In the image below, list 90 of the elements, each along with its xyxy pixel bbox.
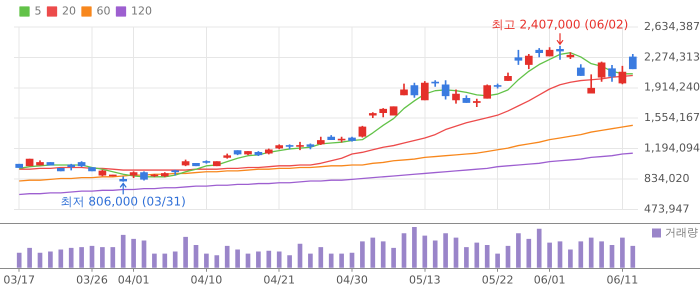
bar <box>224 246 230 268</box>
y-tick-label: 2,634,387 <box>644 20 700 33</box>
bar <box>90 246 94 268</box>
bar <box>547 242 552 268</box>
bar <box>526 238 532 268</box>
bar <box>360 241 365 268</box>
bar <box>298 244 302 268</box>
x-tick-label: 04/21 <box>263 273 296 286</box>
bar <box>256 252 261 268</box>
bar <box>599 241 604 268</box>
bar <box>214 255 220 268</box>
bar <box>131 238 136 268</box>
bar <box>48 252 53 268</box>
bar <box>610 245 614 268</box>
bar <box>568 250 573 268</box>
bar <box>183 236 188 268</box>
y-tick-label: 2,274,313 <box>644 50 700 64</box>
bar <box>58 250 64 268</box>
bar <box>412 227 417 268</box>
bar <box>391 248 396 268</box>
x-tick-label: 05/22 <box>482 273 514 286</box>
candlestick <box>46 162 54 166</box>
bar <box>318 247 324 268</box>
bar <box>495 254 500 268</box>
bar <box>536 228 542 268</box>
bar <box>204 254 209 268</box>
bar <box>235 250 240 268</box>
bar <box>443 233 448 268</box>
annotation: 최저 806,000 (03/31) <box>60 194 186 208</box>
bar <box>339 254 344 268</box>
bar <box>516 233 521 268</box>
candlestick <box>26 158 34 166</box>
bar <box>506 246 510 268</box>
bar <box>276 252 282 268</box>
candlestick <box>88 167 96 172</box>
bar <box>370 238 376 268</box>
x-tick-label: 03/17 <box>3 273 36 286</box>
x-tick-label: 04/10 <box>190 273 222 286</box>
bar <box>578 241 584 268</box>
bar <box>402 233 406 268</box>
legend-label: 5 <box>34 4 42 18</box>
bar <box>454 238 458 268</box>
candlestick <box>494 84 502 88</box>
bar <box>152 254 157 268</box>
bar <box>422 236 428 268</box>
bar <box>432 240 438 268</box>
bar <box>620 238 625 268</box>
x-tick-label: 06/11 <box>606 273 638 286</box>
x-tick-label: 03/26 <box>76 273 108 286</box>
x-tick-label: 06/01 <box>534 273 566 286</box>
y-tick-label: 1,194,094 <box>644 141 700 154</box>
bar <box>474 242 480 268</box>
bar <box>162 254 168 268</box>
legend-label: 120 <box>130 4 152 18</box>
legend-label: 20 <box>62 4 76 18</box>
bar <box>194 245 198 268</box>
bar <box>380 241 386 268</box>
annotation: 최고 2,407,000 (06/02) <box>492 17 628 32</box>
bar <box>110 247 116 268</box>
bar <box>68 248 74 268</box>
bar <box>287 255 292 268</box>
bar <box>27 248 32 268</box>
bar <box>350 252 354 268</box>
bar <box>484 245 490 268</box>
bar <box>464 247 469 268</box>
y-tick-label: 834,020 <box>644 172 690 185</box>
bar <box>328 254 334 268</box>
bar <box>16 252 22 268</box>
bar <box>38 252 42 268</box>
bar <box>588 238 594 268</box>
bar <box>630 246 636 268</box>
bar <box>246 254 250 268</box>
candlestick <box>192 162 200 166</box>
bar <box>558 241 562 268</box>
bar <box>100 247 105 268</box>
candlestick <box>390 106 398 116</box>
x-tick-label: 05/13 <box>408 273 441 286</box>
y-tick-label: 1,914,240 <box>644 80 700 94</box>
y-tick-label: 1,554,167 <box>644 111 700 124</box>
legend-label: 거래량 <box>665 226 698 239</box>
bar <box>308 254 313 268</box>
bar <box>266 250 272 268</box>
legend-label: 60 <box>96 4 110 18</box>
x-tick-label: 04/30 <box>336 273 368 286</box>
bar <box>142 240 146 268</box>
bar <box>79 247 84 268</box>
bar <box>120 234 126 268</box>
x-tick-label: 04/01 <box>118 273 150 286</box>
bar <box>172 252 178 268</box>
y-tick-label: 473,947 <box>644 202 690 216</box>
